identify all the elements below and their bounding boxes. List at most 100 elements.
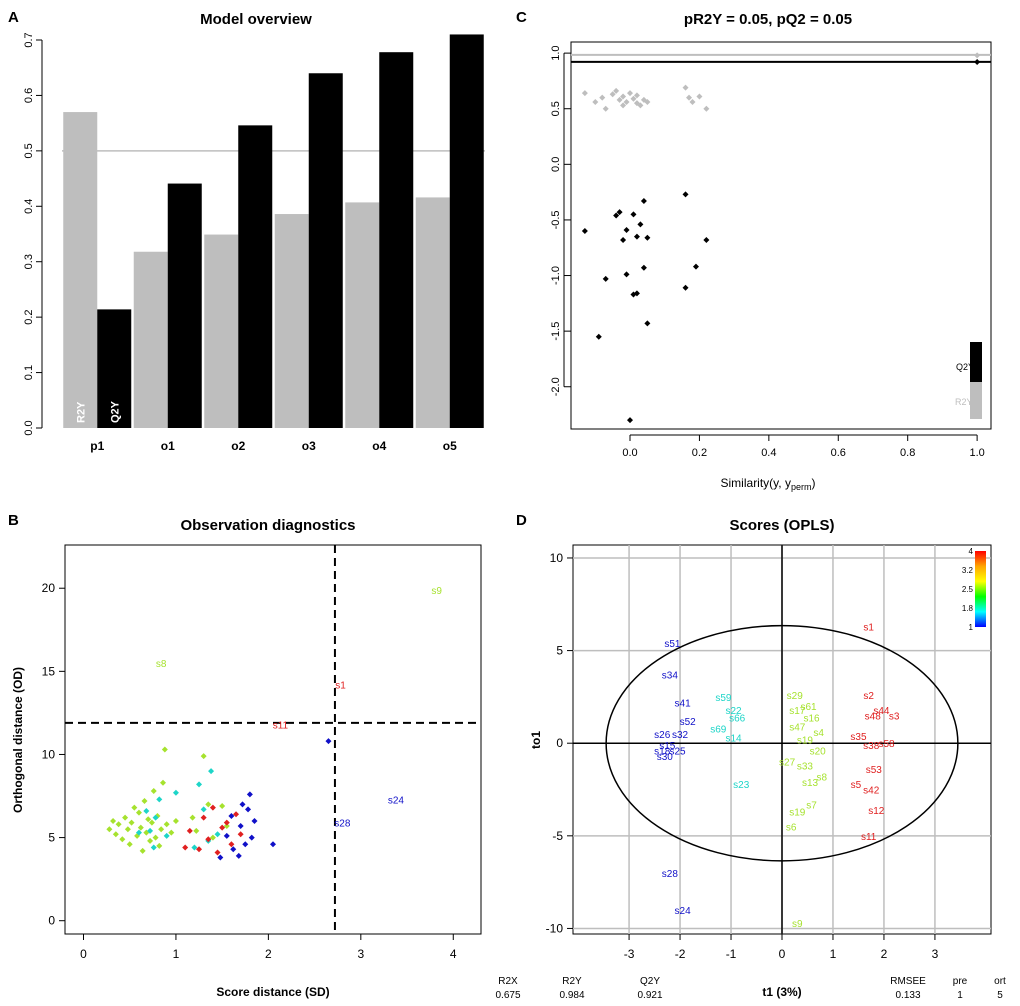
score-label-s2-1: s2 <box>863 691 874 702</box>
point-29 <box>189 814 196 821</box>
point-r2y-3 <box>602 105 609 112</box>
panel-c: C pR2Y = 0.05, pQ2 = 0.05 0.0 0.2 0.4 0.6 0.… <box>516 9 992 492</box>
y-tick-label-5: 0.5 <box>23 143 35 158</box>
point-58 <box>223 819 230 826</box>
score-label-s34-36: s34 <box>662 671 679 682</box>
summary-header-q2y: Q2Y <box>640 976 660 987</box>
x-tick-label-2: -1 <box>726 947 737 961</box>
x-tick-label-3: 0 <box>779 947 786 961</box>
point-60 <box>233 811 240 818</box>
x-tick-label-6: 3 <box>932 947 939 961</box>
y-tick-label-0: 0 <box>48 914 55 928</box>
score-label-s3-4: s3 <box>889 711 900 722</box>
y-tick-label-2: 0.2 <box>23 309 35 324</box>
x-tick-label-2: 2 <box>265 947 272 961</box>
point-13 <box>139 847 146 854</box>
point-62 <box>217 854 224 861</box>
point-70 <box>245 806 252 813</box>
point-q2y-10 <box>630 211 637 218</box>
x-tick-label-4: 0.8 <box>900 447 915 459</box>
score-label-s51-35: s51 <box>664 639 681 650</box>
bar-label-q2y: Q2Y <box>109 400 121 423</box>
point-6 <box>124 826 131 833</box>
chart-c-points <box>581 52 981 424</box>
x-tick-label-o5: o5 <box>443 439 457 453</box>
point-44 <box>191 844 198 851</box>
chart-a-title: Model overview <box>200 11 312 28</box>
score-label-s14-33: s14 <box>726 734 743 745</box>
score-label-s42-10: s42 <box>863 786 880 797</box>
point-16 <box>145 816 152 823</box>
colorbar-tick-3: 1.8 <box>962 604 974 613</box>
point-42 <box>163 832 170 839</box>
chart-d-title: Scores (OPLS) <box>729 517 834 534</box>
point-40 <box>152 814 159 821</box>
point-45 <box>196 781 203 788</box>
point-71 <box>246 791 253 798</box>
point-32 <box>205 801 212 808</box>
y-tick-label-3: 5 <box>556 644 563 658</box>
score-label-s7-25: s7 <box>806 800 817 811</box>
y-tick-label-0: -10 <box>546 921 564 935</box>
point-33 <box>209 834 216 841</box>
panel-b-letter: B <box>8 512 19 529</box>
bar-r2y-o1 <box>133 251 168 428</box>
point-q2y-18 <box>682 191 689 198</box>
bar-r2y-o2 <box>204 234 239 428</box>
score-label-s8-23: s8 <box>816 773 827 784</box>
point-63 <box>223 832 230 839</box>
point-75 <box>325 738 332 745</box>
point-label-s28: s28 <box>334 819 351 830</box>
score-label-s23-34: s23 <box>733 780 750 791</box>
panel-a-letter: A <box>8 9 19 26</box>
point-r2y-11 <box>630 95 637 102</box>
point-7 <box>126 841 133 848</box>
point-61 <box>237 831 244 838</box>
chart-c-reference-lines <box>571 53 991 63</box>
summary-header-r2x: R2X <box>498 976 518 987</box>
point-q2y-21 <box>703 236 710 243</box>
x-tick-label-2: 0.4 <box>761 447 776 459</box>
point-41 <box>156 796 163 803</box>
point-8 <box>128 819 135 826</box>
colorbar-bar <box>975 551 986 627</box>
point-9 <box>131 804 138 811</box>
point-72 <box>248 834 255 841</box>
score-label-s61-14: s61 <box>800 702 817 713</box>
x-tick-label-5: 2 <box>881 947 888 961</box>
point-2 <box>112 831 119 838</box>
score-label-s11-12: s11 <box>861 832 877 843</box>
chart-a-bars: R2Y Q2Y <box>63 34 484 429</box>
point-11 <box>135 809 142 816</box>
point-34 <box>219 802 226 809</box>
summary-value-rmsee: 0.133 <box>895 990 920 1001</box>
point-52 <box>196 846 203 853</box>
summary-value-r2y: 0.984 <box>559 990 584 1001</box>
y-tick-label-2: 10 <box>42 747 56 761</box>
score-label-s53-8: s53 <box>866 765 883 776</box>
score-label-s24-46: s24 <box>675 906 692 917</box>
point-r2y-0 <box>581 90 588 97</box>
summary-header-rmsee: RMSEE <box>890 976 926 987</box>
score-label-s48-3: s48 <box>865 711 882 722</box>
y-tick-label-0: 0.0 <box>23 420 35 435</box>
bar-q2y-o1 <box>167 183 202 428</box>
chart-d-y-label: to1 <box>529 731 543 749</box>
point-q2y-15 <box>640 264 647 271</box>
x-tick-label-3: 0.6 <box>831 447 846 459</box>
point-0 <box>106 826 113 833</box>
chart-b-title: Observation diagnostics <box>180 517 355 534</box>
bar-r2y-p1 <box>63 112 98 429</box>
x-tick-label-0: 0 <box>80 947 87 961</box>
score-label-s26-39: s26 <box>654 730 671 741</box>
point-label-s1: s1 <box>335 681 346 692</box>
score-label-s32-40: s32 <box>672 730 689 741</box>
point-20 <box>152 834 159 841</box>
point-51 <box>186 827 193 834</box>
score-label-s9-28: s9 <box>792 919 803 930</box>
score-label-s12-11: s12 <box>868 806 885 817</box>
chart-c-title: pR2Y = 0.05, pQ2 = 0.05 <box>684 11 852 28</box>
score-label-s66-31: s66 <box>729 713 746 724</box>
x-tick-label-4: 1 <box>830 947 837 961</box>
